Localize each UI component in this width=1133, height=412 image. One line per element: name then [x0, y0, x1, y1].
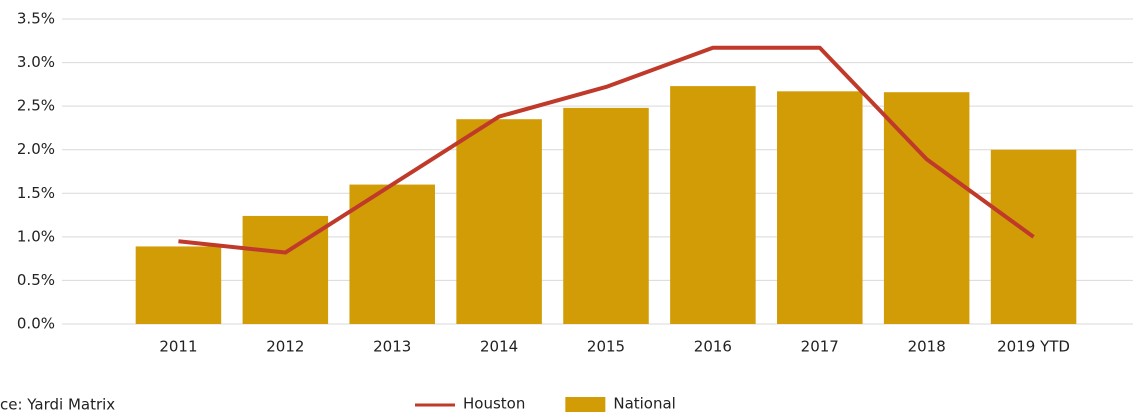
- y-tick-label: 1.0%: [17, 227, 55, 245]
- x-tick-label: 2015: [587, 338, 625, 356]
- y-tick-label: 3.0%: [17, 53, 55, 71]
- bar: [349, 184, 435, 324]
- legend-label: National: [613, 395, 676, 412]
- line: [178, 45, 1035, 255]
- bar: [563, 107, 649, 324]
- y-tick-label: 1.5%: [17, 184, 55, 202]
- y-tick-label: 3.5%: [17, 10, 55, 28]
- y-tick-label: 0.5%: [17, 271, 55, 289]
- x-tick-label: 2013: [373, 338, 411, 356]
- x-tick-label: 2011: [159, 338, 197, 356]
- x-tick-label: 2017: [801, 338, 839, 356]
- bar: [135, 246, 222, 324]
- bar: [777, 91, 863, 324]
- bar: [456, 119, 542, 324]
- x-tick-label: 2019 YTD: [997, 338, 1070, 356]
- source-note: ce: Yardi Matrix: [0, 396, 115, 412]
- x-tick-label: 2016: [694, 338, 732, 356]
- bar: [670, 86, 756, 324]
- y-tick-label: 2.5%: [17, 97, 55, 115]
- legend-label: Houston: [463, 395, 525, 412]
- x-tick-label: 2012: [266, 338, 304, 356]
- legend-swatch: [565, 397, 606, 412]
- y-tick-label: 2.0%: [17, 140, 55, 158]
- y-tick-label: 0.0%: [17, 315, 55, 333]
- x-tick-label: 2014: [480, 338, 518, 356]
- x-tick-label: 2018: [908, 338, 946, 356]
